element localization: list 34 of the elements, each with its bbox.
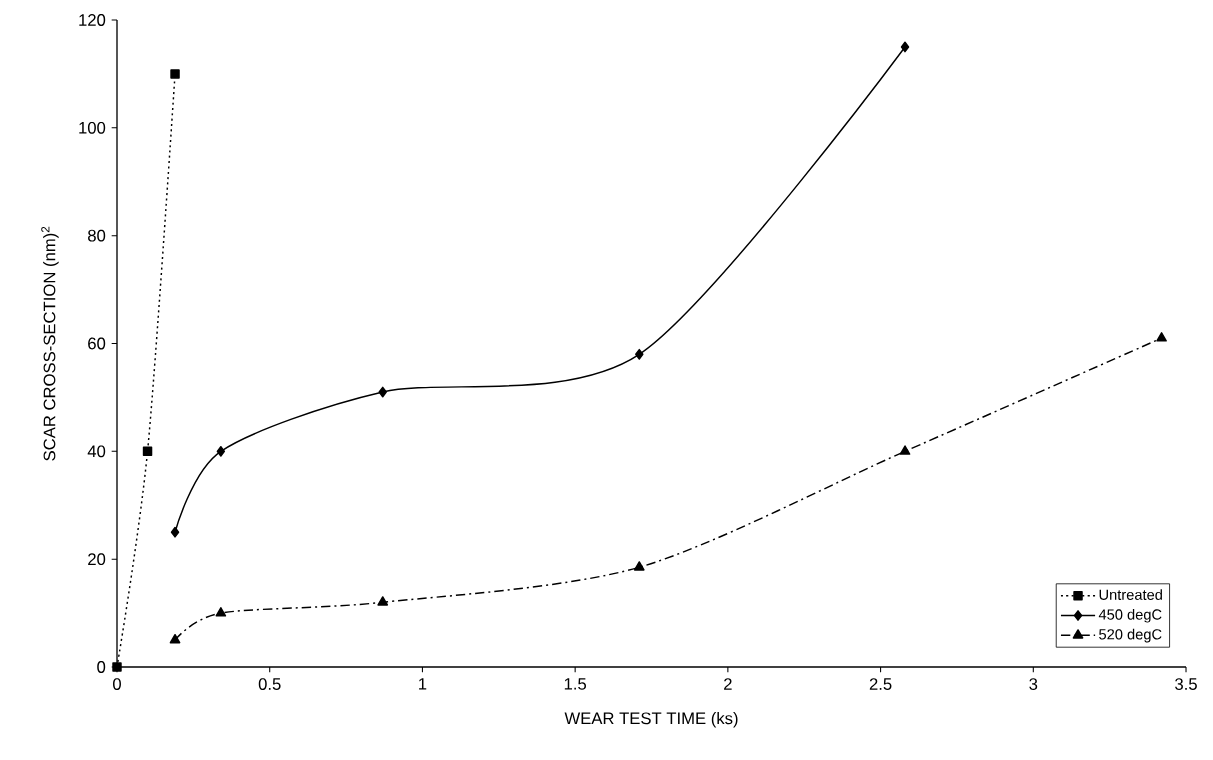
point [215,607,227,617]
point [170,526,180,538]
x-tick-label: 3.5 [1175,678,1197,690]
y-tick-label: 40 [87,445,106,458]
point [170,69,180,79]
point [216,445,226,457]
x-tick-label: 2.5 [869,678,892,690]
x-tick-label: 2 [724,678,732,690]
point [378,386,387,398]
point [633,561,645,571]
point [169,633,181,644]
x-tick-label: 0.5 [258,678,281,690]
y-tick-label: 0 [97,661,106,673]
point [377,596,389,606]
y-tick-label: 80 [88,229,106,242]
x-axis-title: WEAR TEST TIME (ks) [564,711,738,728]
point [112,662,122,672]
point [635,348,644,360]
x-tick-label: 1.5 [564,678,587,690]
y-axis-title: SCAR CROSS-SECTION (nm)$^{2}$ [41,226,59,461]
legend-label: Untreated [1099,589,1162,600]
legend-label: 450 degC [1098,608,1162,623]
y-tick-label: 60 [88,337,106,350]
point [1156,332,1167,342]
legend-label: 520 degC [1099,628,1162,643]
y-tick-label: 100 [79,121,106,134]
x-tick-label: 0 [113,678,121,690]
x-tick-label: 3 [1029,678,1038,690]
point [899,445,911,455]
y-tick-label: 20 [88,553,106,566]
point [142,446,153,457]
point [900,41,910,53]
x-tick-label: 1 [419,678,427,690]
y-tick-label: 120 [79,14,106,26]
